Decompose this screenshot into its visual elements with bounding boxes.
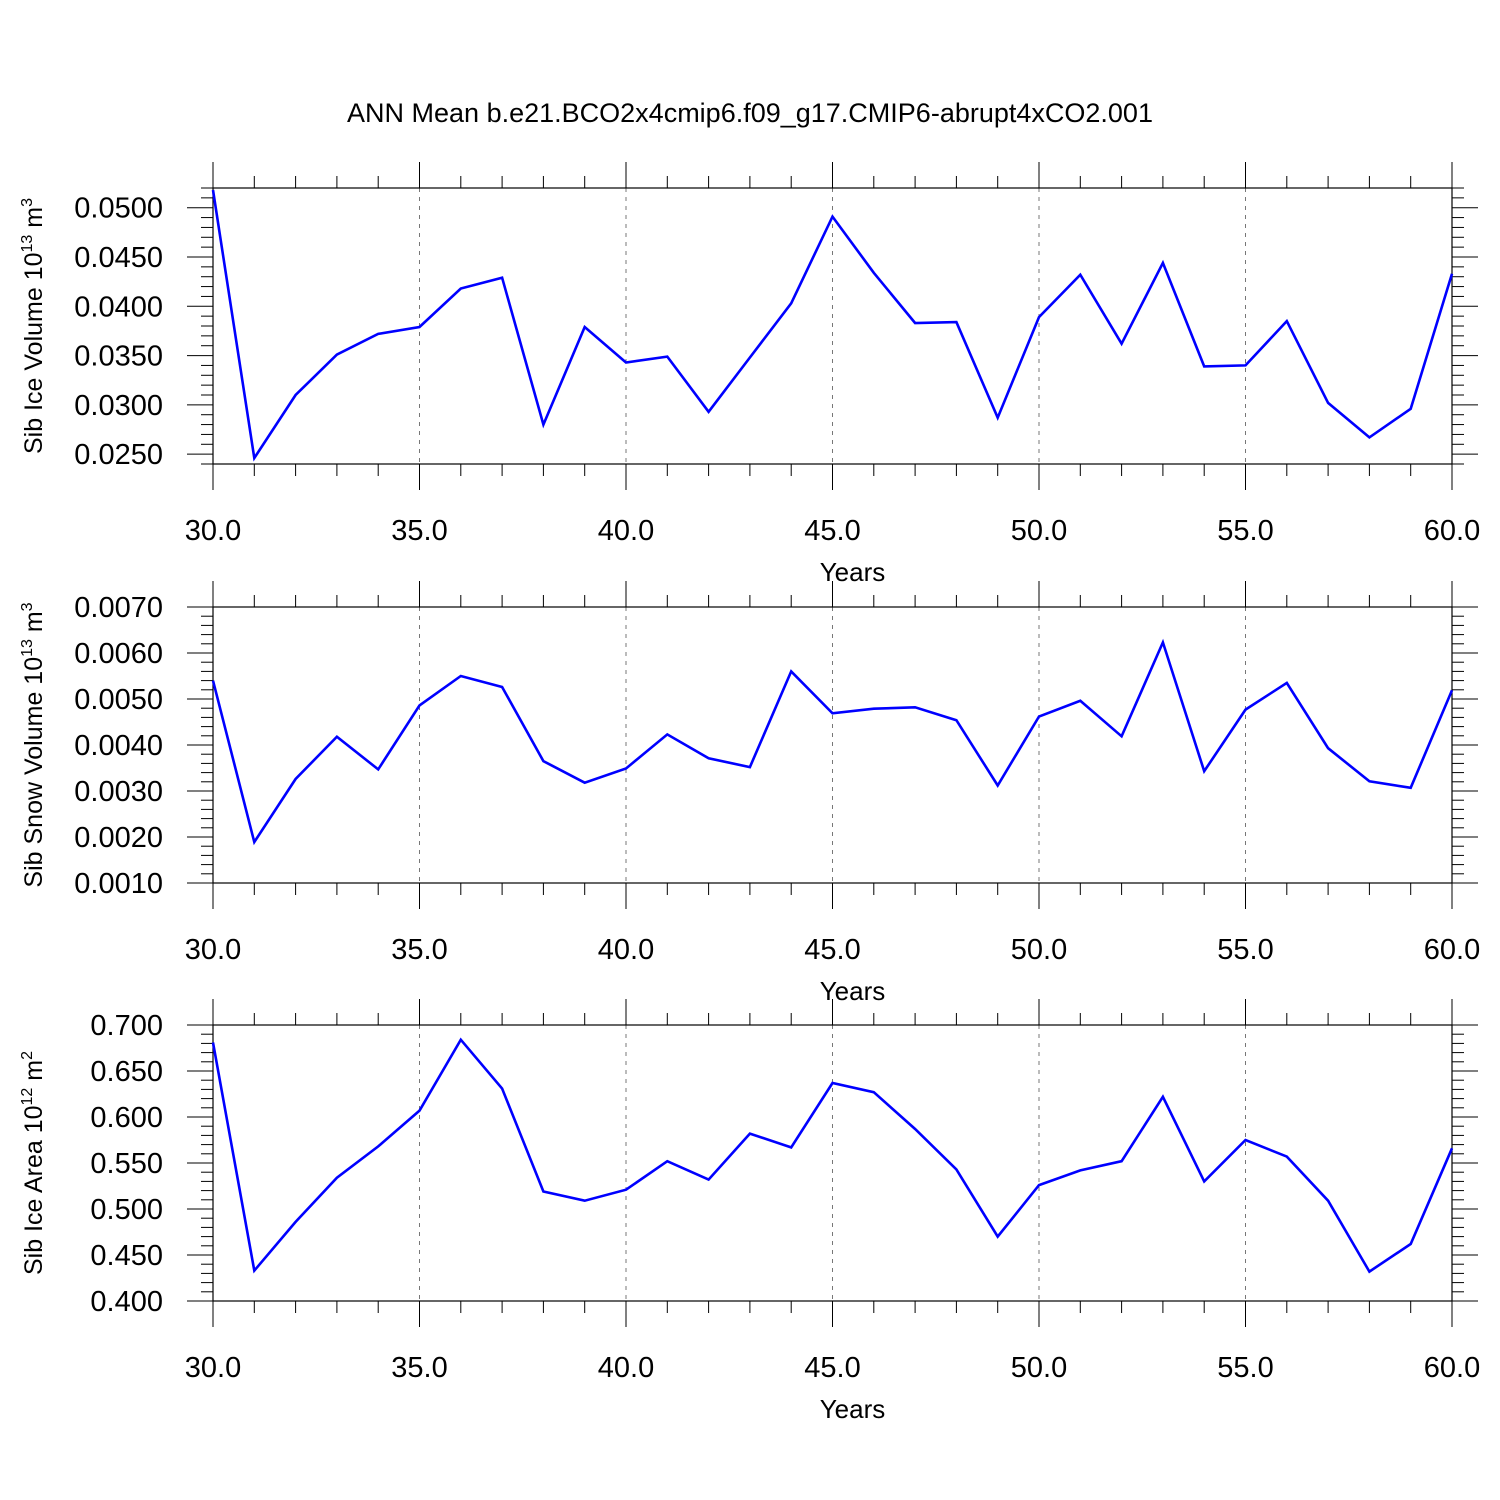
y-tick-label: 0.400 bbox=[90, 1286, 163, 1318]
x-tick-label: 55.0 bbox=[1217, 515, 1273, 547]
series-line bbox=[211, 189, 1454, 462]
y-tick-label: 0.0070 bbox=[74, 592, 163, 624]
x-tick-label: 35.0 bbox=[391, 934, 447, 966]
x-tick-label: 30.0 bbox=[185, 934, 241, 966]
y-tick-label: 0.700 bbox=[90, 1010, 163, 1042]
y-tick-label: 0.0040 bbox=[74, 730, 163, 762]
y-tick-label: 0.0300 bbox=[74, 390, 163, 422]
y-tick-label: 0.0010 bbox=[74, 868, 163, 900]
x-tick-label: 60.0 bbox=[1424, 515, 1480, 547]
x-tick-label: 55.0 bbox=[1217, 934, 1273, 966]
y-tick-label: 0.600 bbox=[90, 1102, 163, 1134]
x-tick-label: 60.0 bbox=[1424, 934, 1480, 966]
x-tick-label: 50.0 bbox=[1011, 515, 1067, 547]
x-tick-label: 60.0 bbox=[1424, 1352, 1480, 1384]
x-tick-label: 45.0 bbox=[804, 934, 860, 966]
x-tick-label: 45.0 bbox=[804, 515, 860, 547]
y-tick-label: 0.0250 bbox=[74, 439, 163, 471]
chart-title: ANN Mean b.e21.BCO2x4cmip6.f09_g17.CMIP6… bbox=[347, 98, 1153, 128]
y-tick-label: 0.0500 bbox=[74, 193, 163, 225]
y-axis-label: Sib Snow Volume 1013 m3 bbox=[19, 602, 48, 887]
y-axis-label: Sib Ice Volume 1013 m3 bbox=[19, 198, 48, 454]
x-tick-label: 40.0 bbox=[598, 515, 654, 547]
x-tick-label: 50.0 bbox=[1011, 934, 1067, 966]
y-tick-label: 0.0350 bbox=[74, 341, 163, 373]
x-tick-label: 45.0 bbox=[804, 1352, 860, 1384]
x-tick-label: 50.0 bbox=[1011, 1352, 1067, 1384]
y-tick-label: 0.0450 bbox=[74, 242, 163, 274]
series-line bbox=[211, 638, 1454, 846]
y-tick-label: 0.0050 bbox=[74, 684, 163, 716]
y-tick-label: 0.500 bbox=[90, 1194, 163, 1226]
x-axis-label: Years bbox=[820, 976, 886, 1006]
x-axis-label: Years bbox=[820, 557, 886, 587]
y-tick-label: 0.550 bbox=[90, 1148, 163, 1180]
chart-panel-2: 30.0 35.0 40.0 45.0 50.0 55.0 60.0 Years 0.0070 0… bbox=[19, 581, 1480, 1006]
x-axis-label: Years bbox=[820, 1394, 886, 1424]
y-tick-label: 0.650 bbox=[90, 1056, 163, 1088]
y-axis-label: Sib Ice Area 1012 m2 bbox=[19, 1051, 48, 1275]
x-tick-label: 40.0 bbox=[598, 934, 654, 966]
x-tick-label: 30.0 bbox=[185, 1352, 241, 1384]
series-line bbox=[211, 1037, 1454, 1274]
y-tick-label: 0.0020 bbox=[74, 822, 163, 854]
x-tick-label: 40.0 bbox=[598, 1352, 654, 1384]
chart-panel-3: 30.0 35.0 40.0 45.0 50.0 55.0 60.0 Years 0.700 0.… bbox=[19, 999, 1480, 1424]
x-tick-label: 30.0 bbox=[185, 515, 241, 547]
y-tick-label: 0.0400 bbox=[74, 291, 163, 323]
y-tick-label: 0.450 bbox=[90, 1240, 163, 1272]
x-tick-label: 35.0 bbox=[391, 515, 447, 547]
x-tick-label: 35.0 bbox=[391, 1352, 447, 1384]
y-tick-label: 0.0030 bbox=[74, 776, 163, 808]
chart-panel-1: 30.0 35.0 40.0 45.0 50.0 55.0 60.0 Years 0.0500 0… bbox=[19, 162, 1480, 587]
x-tick-label: 55.0 bbox=[1217, 1352, 1273, 1384]
y-tick-label: 0.0060 bbox=[74, 638, 163, 670]
